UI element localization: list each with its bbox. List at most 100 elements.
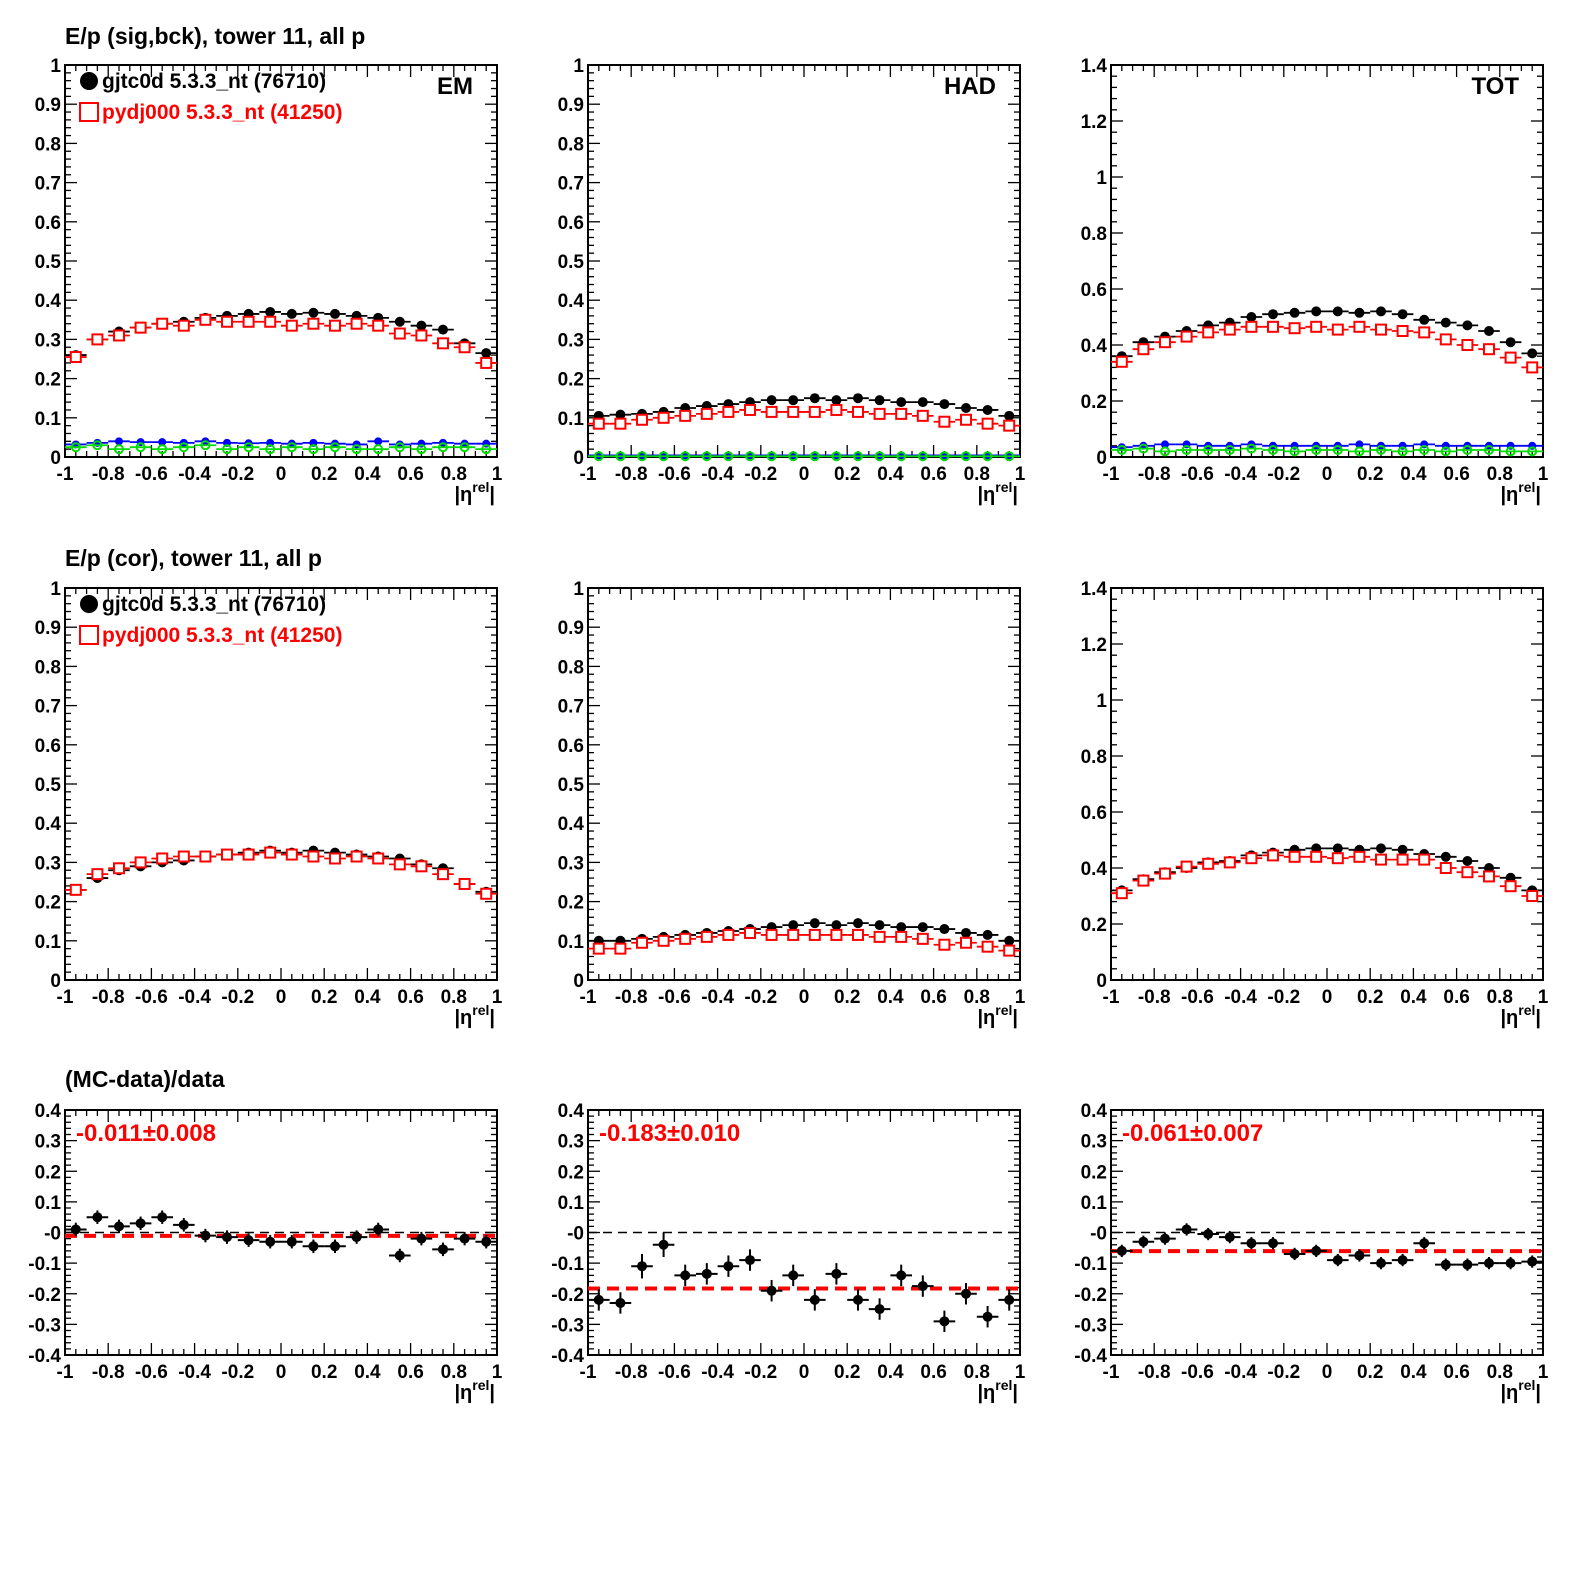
x-tick-label: -0.8 [615,987,648,1008]
x-tick-label: -0.4 [178,1362,211,1383]
bck-mc-point [459,442,470,453]
bck-mc-point [1397,446,1408,457]
ratio-point [481,1236,492,1247]
mc-point [700,930,713,943]
data-point [788,920,799,931]
mc-point [134,856,147,869]
y-tick-label: 0.2 [1081,1162,1107,1183]
mc-point [722,928,735,941]
y-tick-label: 0.4 [558,1101,585,1122]
x-tick-label: 0.8 [441,464,467,485]
mc-point [1526,890,1539,902]
fit-result-label: -0.061±0.007 [1122,1120,1263,1147]
data-point [766,395,777,406]
y-tick-label: 0.8 [35,134,61,155]
data-point [1376,306,1386,317]
y-tick-label: 1 [1096,168,1107,189]
mc-point [1504,880,1517,893]
mc-point [787,928,800,941]
ratio-point [874,1304,885,1315]
x-tick-label: -0.8 [92,464,125,485]
y-tick-label: 0.9 [558,618,584,639]
x-tick-label: -0.8 [1138,464,1171,485]
bck-mc-point [416,444,427,455]
x-tick-label: 1 [1015,464,1026,485]
data-point [1484,326,1494,336]
ratio-point [92,1212,103,1223]
data-point [1419,314,1430,325]
row-title-cor: E/p (cor), tower 11, all p [65,545,322,571]
mc-point [1137,343,1150,356]
x-tick-label: -0.2 [1267,1362,1300,1383]
data-point [809,393,820,404]
ratio-point [114,1221,124,1232]
bck-mc-point [1116,445,1127,455]
x-axis-label: |ηrel| [977,1002,1018,1029]
mc-point [480,356,493,369]
y-tick-label: 0.9 [35,95,61,116]
ratio-point [1004,1294,1015,1305]
fit-result-label: -0.183±0.010 [599,1120,740,1147]
ratio-point [615,1297,626,1308]
y-tick-label: 0.1 [35,409,62,430]
data-point [481,348,492,359]
mc-point [1288,322,1301,335]
y-tick-label: -0.2 [28,1285,61,1306]
x-tick-label: -0.8 [92,987,125,1008]
x-axis-label: |ηrel| [454,479,495,506]
bck-mc-point [1419,445,1430,455]
x-tick-label: -0.6 [1181,1362,1214,1383]
y-tick-label: -0 [44,1224,61,1245]
x-tick-label: -0.8 [615,1362,648,1383]
ratio-point [1505,1258,1516,1269]
y-tick-label: 0.8 [558,134,584,155]
ratio-point [1332,1255,1343,1266]
mc-point [1418,326,1431,339]
y-tick-label: 1 [50,579,61,600]
ratio-point [243,1235,254,1246]
ratio-point [853,1294,863,1305]
y-tick-label: 0.3 [35,330,61,351]
mc-point [657,411,670,424]
x-tick-label: -0.2 [744,1362,777,1383]
y-tick-label: 0 [1096,448,1107,469]
bck-mc-point [896,451,907,462]
mc-point [1375,323,1387,336]
mc-point [1526,361,1539,374]
data-point [831,395,842,406]
bck-mc-point [809,451,820,462]
ratio-point [593,1294,604,1305]
bck-mc-point [481,444,492,455]
y-tick-label: 0.7 [35,697,61,718]
data-point [615,409,626,420]
x-axis-label: |ηrel| [454,1002,495,1029]
x-tick-label: 1 [492,1362,503,1383]
ratio-point [1268,1238,1278,1249]
data-point [330,308,340,319]
y-tick-label: 0 [573,971,584,992]
data-point [982,929,993,940]
mc-point [480,887,493,900]
bck-mc-point [961,451,971,462]
y-tick-label: 0.6 [35,736,61,757]
x-tick-label: 0.6 [920,1362,946,1383]
mc-point [916,409,929,422]
x-tick-label: 0 [799,987,810,1008]
y-tick-label: 0.4 [1081,859,1108,880]
y-tick-label: 0.3 [35,853,61,874]
data-point [961,927,971,938]
mc-point [960,936,972,949]
bck-mc-point [658,451,669,462]
mc-point [264,846,277,859]
mc-point [636,413,648,426]
ratio-point [658,1239,669,1250]
data-point [961,403,971,413]
x-tick-label: -1 [57,1362,74,1383]
x-tick-label: 0.6 [397,987,423,1008]
x-tick-label: 1 [1538,1362,1549,1383]
mc-point [1504,351,1517,364]
x-tick-label: 0.2 [1357,987,1383,1008]
mc-point [1483,870,1495,883]
mc-point [895,407,908,420]
ratio-point [222,1232,232,1243]
